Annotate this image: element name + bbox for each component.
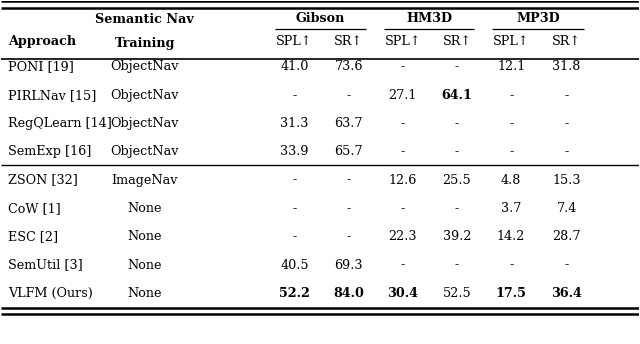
Text: None: None [127,287,162,300]
Text: 36.4: 36.4 [551,287,582,300]
Text: 22.3: 22.3 [388,230,417,243]
Text: Gibson: Gibson [296,12,346,25]
Text: 12.1: 12.1 [497,60,525,73]
Text: -: - [346,89,351,102]
Text: 25.5: 25.5 [443,174,472,187]
Text: -: - [455,259,459,272]
Text: ObjectNav: ObjectNav [111,60,179,73]
Text: -: - [509,259,513,272]
Text: -: - [346,230,351,243]
Text: 33.9: 33.9 [280,145,308,158]
Text: ZSON [32]: ZSON [32] [8,174,77,187]
Text: ESC [2]: ESC [2] [8,230,58,243]
Text: 7.4: 7.4 [556,202,577,215]
Text: SR↑: SR↑ [334,35,363,48]
Text: 4.8: 4.8 [501,174,522,187]
Text: MP3D: MP3D [516,12,560,25]
Text: 28.7: 28.7 [552,230,581,243]
Text: -: - [401,202,405,215]
Text: 12.6: 12.6 [388,174,417,187]
Text: 31.3: 31.3 [280,117,308,130]
Text: Training: Training [115,36,175,50]
Text: 15.3: 15.3 [552,174,581,187]
Text: None: None [127,202,162,215]
Text: -: - [401,117,405,130]
Text: 52.2: 52.2 [279,287,310,300]
Text: SR↑: SR↑ [552,35,581,48]
Text: -: - [509,117,513,130]
Text: SemUtil [3]: SemUtil [3] [8,259,83,272]
Text: -: - [346,202,351,215]
Text: -: - [564,145,569,158]
Text: ObjectNav: ObjectNav [111,89,179,102]
Text: 27.1: 27.1 [388,89,417,102]
Text: 73.6: 73.6 [335,60,363,73]
Text: 63.7: 63.7 [335,117,363,130]
Text: Approach: Approach [8,35,76,48]
Text: -: - [292,174,296,187]
Text: 31.8: 31.8 [552,60,580,73]
Text: 17.5: 17.5 [496,287,527,300]
Text: 39.2: 39.2 [443,230,471,243]
Text: 52.5: 52.5 [443,287,472,300]
Text: SPL↑: SPL↑ [385,35,421,48]
Text: HM3D: HM3D [406,12,452,25]
Text: VLFM (Ours): VLFM (Ours) [8,287,93,300]
Text: 65.7: 65.7 [334,145,363,158]
Text: ObjectNav: ObjectNav [111,117,179,130]
Text: None: None [127,230,162,243]
Text: SR↑: SR↑ [442,35,472,48]
Text: PONI [19]: PONI [19] [8,60,74,73]
Text: -: - [346,174,351,187]
Text: -: - [564,89,569,102]
Text: Semantic Nav: Semantic Nav [95,13,194,26]
Text: SemExp [16]: SemExp [16] [8,145,91,158]
Text: -: - [564,117,569,130]
Text: 64.1: 64.1 [442,89,472,102]
Text: -: - [509,89,513,102]
Text: CoW [1]: CoW [1] [8,202,61,215]
Text: -: - [455,117,459,130]
Text: -: - [455,145,459,158]
Text: 14.2: 14.2 [497,230,525,243]
Text: -: - [292,89,296,102]
Text: SPL↑: SPL↑ [493,35,529,48]
Text: ImageNav: ImageNav [111,174,178,187]
Text: 3.7: 3.7 [501,202,522,215]
Text: 30.4: 30.4 [387,287,419,300]
Text: 41.0: 41.0 [280,60,308,73]
Text: -: - [509,145,513,158]
Text: -: - [564,259,569,272]
Text: None: None [127,259,162,272]
Text: 40.5: 40.5 [280,259,309,272]
Text: -: - [455,60,459,73]
Text: -: - [401,145,405,158]
Text: RegQLearn [14]: RegQLearn [14] [8,117,111,130]
Text: ObjectNav: ObjectNav [111,145,179,158]
Text: 84.0: 84.0 [333,287,364,300]
Text: -: - [455,202,459,215]
Text: -: - [292,202,296,215]
Text: SPL↑: SPL↑ [276,35,313,48]
Text: -: - [401,259,405,272]
Text: -: - [292,230,296,243]
Text: 69.3: 69.3 [335,259,363,272]
Text: PIRLNav [15]: PIRLNav [15] [8,89,96,102]
Text: -: - [401,60,405,73]
